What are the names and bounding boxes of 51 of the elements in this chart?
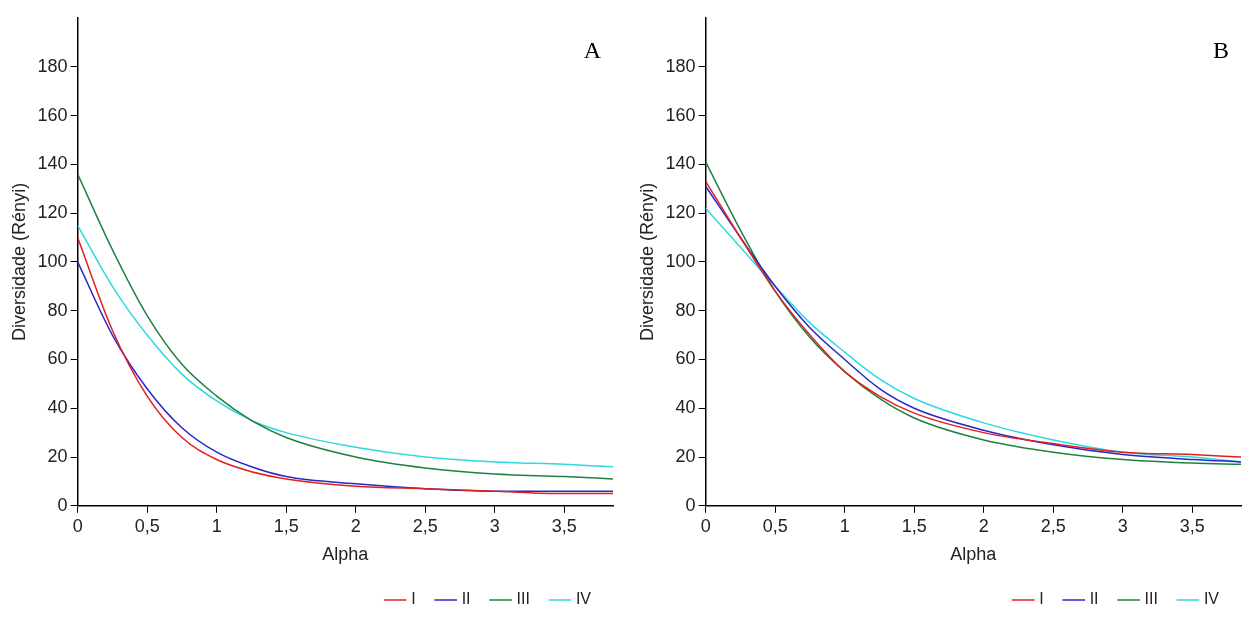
y-tick-label: 160 [665, 104, 696, 125]
x-axis-title: Alpha [950, 544, 998, 565]
y-tick-label: 0 [57, 494, 68, 515]
y-tick-label: 60 [47, 348, 68, 369]
legend-label: IV [1203, 590, 1220, 608]
y-tick-label: 160 [37, 104, 68, 125]
y-axis-title: Diversidade (Rényi) [8, 182, 29, 341]
y-tick-label: 120 [37, 202, 68, 223]
y-tick-label: 40 [675, 397, 696, 418]
y-tick-label: 40 [47, 397, 68, 418]
legend-label: III [516, 590, 530, 608]
x-tick-label: 0,5 [134, 515, 160, 536]
legend-label: IV [575, 590, 592, 608]
x-axis-title: Alpha [322, 544, 370, 565]
legend-label: I [411, 590, 416, 608]
x-tick-label: 3,5 [551, 515, 577, 536]
x-tick-label: 0 [700, 515, 711, 536]
x-tick-label: 2,5 [412, 515, 438, 536]
x-tick-label: 3 [1117, 515, 1128, 536]
y-tick-label: 20 [47, 445, 68, 466]
x-tick-label: 1,5 [273, 515, 299, 536]
legend-label: I [1039, 590, 1044, 608]
legend-label: III [1144, 590, 1158, 608]
x-tick-label: 2,5 [1040, 515, 1066, 536]
y-tick-label: 120 [665, 202, 696, 223]
annotation: A [583, 37, 602, 64]
y-tick-label: 20 [675, 445, 696, 466]
x-tick-label: 0,5 [762, 515, 788, 536]
y-tick-label: 80 [675, 299, 696, 320]
x-tick-label: 3,5 [1179, 515, 1205, 536]
legend-label: II [461, 590, 471, 608]
y-tick-label: 180 [37, 55, 68, 76]
y-tick-label: 100 [665, 250, 696, 271]
y-tick-label: 180 [665, 55, 696, 76]
x-tick-label: 1,5 [901, 515, 927, 536]
x-tick-label: 2 [978, 515, 989, 536]
y-axis-title: Diversidade (Rényi) [636, 182, 657, 341]
x-tick-label: 1 [839, 515, 850, 536]
x-tick-label: 3 [489, 515, 500, 536]
y-tick-label: 140 [665, 153, 696, 174]
x-tick-label: 0 [72, 515, 83, 536]
y-tick-label: 100 [37, 250, 68, 271]
x-tick-label: 1 [211, 515, 222, 536]
legend-label: II [1089, 590, 1099, 608]
annotation: B [1212, 37, 1229, 64]
x-tick-label: 2 [350, 515, 361, 536]
y-tick-label: 140 [37, 153, 68, 174]
line-series [77, 173, 613, 480]
y-tick-label: 0 [685, 494, 696, 515]
y-tick-label: 60 [675, 348, 696, 369]
y-tick-label: 80 [47, 299, 68, 320]
